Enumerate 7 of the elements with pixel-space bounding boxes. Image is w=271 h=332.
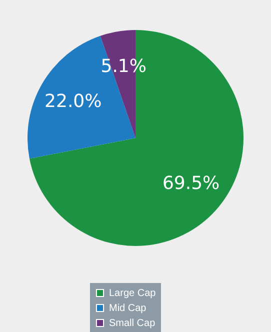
data-label: 5.1% — [100, 56, 146, 77]
legend-label: Mid Cap — [109, 303, 147, 314]
data-label: 22.0% — [44, 91, 102, 112]
legend-label: Large Cap — [109, 288, 156, 299]
data-label: 69.5% — [162, 172, 220, 194]
pie-slice — [29, 30, 244, 246]
legend-label: Small Cap — [109, 318, 156, 329]
